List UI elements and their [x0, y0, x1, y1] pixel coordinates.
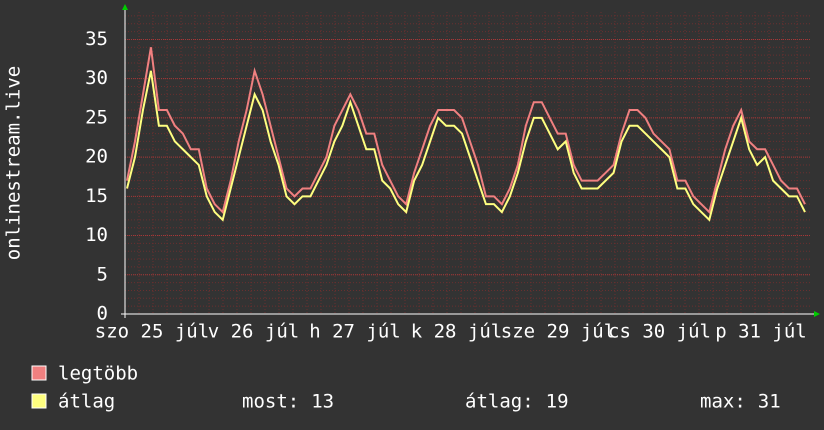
stat-label: átlag:: [465, 391, 534, 413]
stat-label: max:: [700, 391, 746, 413]
x-tick-label: szo 25 júl: [95, 321, 209, 343]
y-tick-label: 35: [85, 28, 108, 50]
x-tick-label: v 26 júl: [208, 321, 300, 343]
stat-value: 13: [311, 391, 334, 413]
y-tick-label: 10: [85, 224, 108, 246]
y-tick-label: 15: [85, 185, 108, 207]
series-line: [126, 47, 806, 214]
x-tick-label: cs 30 júl: [608, 321, 711, 343]
legend-label: átlag: [58, 391, 115, 413]
stat-value: 31: [758, 391, 781, 413]
x-tick-label: p 31 júl: [715, 321, 807, 343]
x-tick-label: k 28 júl: [411, 321, 503, 343]
x-tick-label: h 27 júl: [309, 321, 401, 343]
legend-label: legtöbb: [58, 363, 138, 385]
legend-swatch: [31, 365, 47, 381]
stat-value: 19: [546, 391, 569, 413]
axis-arrow: [814, 311, 820, 317]
series-line: [126, 70, 806, 222]
legend-swatch: [31, 393, 47, 409]
y-axis-label: onlinestream.live: [3, 66, 25, 260]
y-tick-label: 25: [85, 106, 108, 128]
x-tick-label: sze 29 júl: [501, 321, 615, 343]
y-tick-label: 20: [85, 146, 108, 168]
axis-arrow: [122, 4, 128, 10]
stat-label: most:: [242, 391, 299, 413]
y-tick-label: 0: [97, 303, 108, 325]
y-tick-label: 5: [97, 263, 108, 285]
y-tick-label: 30: [85, 67, 108, 89]
